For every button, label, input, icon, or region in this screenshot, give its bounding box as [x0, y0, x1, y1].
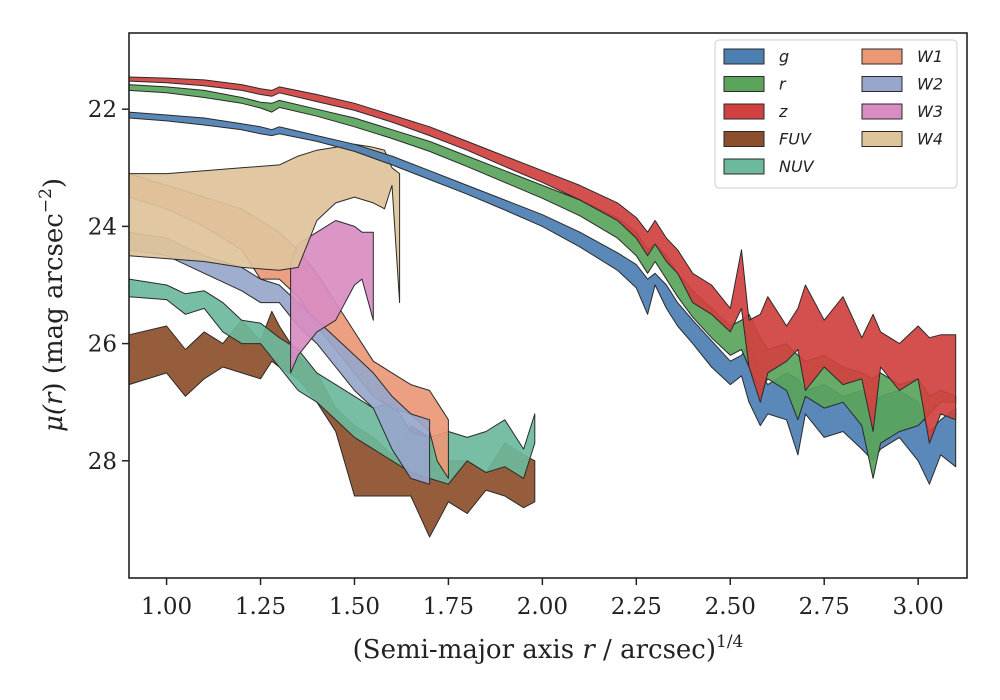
y-tick-label: 24	[88, 214, 117, 240]
series-band-nuv	[128, 278, 536, 485]
legend-swatch-fuv	[723, 131, 765, 147]
legend-label-g: g	[779, 47, 789, 66]
legend-label-r: r	[779, 75, 787, 94]
y-axis-label: μ(r) (mag arcsec−2)	[36, 178, 69, 432]
x-tick-label: 2.00	[517, 594, 568, 620]
legend-swatch-w2	[861, 76, 903, 92]
series-band-g	[128, 111, 957, 485]
legend-swatch-z	[723, 103, 765, 120]
series-band-fuv	[128, 310, 536, 538]
legend-swatch-g	[723, 48, 765, 65]
x-tick-label: 2.50	[705, 594, 756, 620]
legend-label-w4: W4	[917, 130, 943, 149]
legend-swatch-w1	[861, 48, 903, 65]
x-tick-label: 3.00	[893, 594, 944, 620]
series-band-w4	[128, 143, 401, 304]
y-axis: 22 24 26 28	[88, 97, 129, 475]
x-tick-label: 1.75	[423, 594, 474, 620]
y-tick-label: 28	[88, 449, 117, 475]
series-band-z	[128, 76, 957, 444]
x-axis-label: (Semi-major axis r / arcsec)1/4	[353, 632, 744, 665]
y-tick-label: 22	[88, 97, 117, 123]
series-band-w3	[290, 220, 374, 374]
series-layer	[128, 76, 957, 538]
x-axis: 1.00 1.25 1.50 1.75 2.00 2.25 2.50 2.75 3.00	[141, 578, 944, 620]
x-tick-label: 1.00	[141, 594, 192, 620]
legend-label-z: z	[778, 102, 788, 121]
legend-swatch-r	[723, 76, 765, 92]
legend-label-nuv: NUV	[779, 157, 815, 176]
x-tick-label: 2.75	[799, 594, 850, 620]
legend-label-w3: W3	[917, 102, 943, 121]
legend-label-w1: W1	[917, 47, 943, 66]
legend-label-w2: W2	[917, 75, 943, 94]
legend-swatch-w4	[861, 131, 903, 147]
series-band-w2	[128, 231, 431, 485]
x-tick-label: 2.25	[611, 594, 662, 620]
legend-label-fuv: FUV	[779, 130, 812, 149]
x-tick-label: 1.50	[329, 594, 380, 620]
plot-frame	[128, 32, 968, 579]
legend: grz FUV NUV W1 W2 W3 W4	[714, 39, 958, 189]
legend-swatch-w3	[861, 103, 903, 120]
x-tick-label: 1.25	[235, 594, 286, 620]
legend-swatch-nuv	[723, 158, 765, 175]
y-tick-label: 26	[88, 332, 117, 358]
